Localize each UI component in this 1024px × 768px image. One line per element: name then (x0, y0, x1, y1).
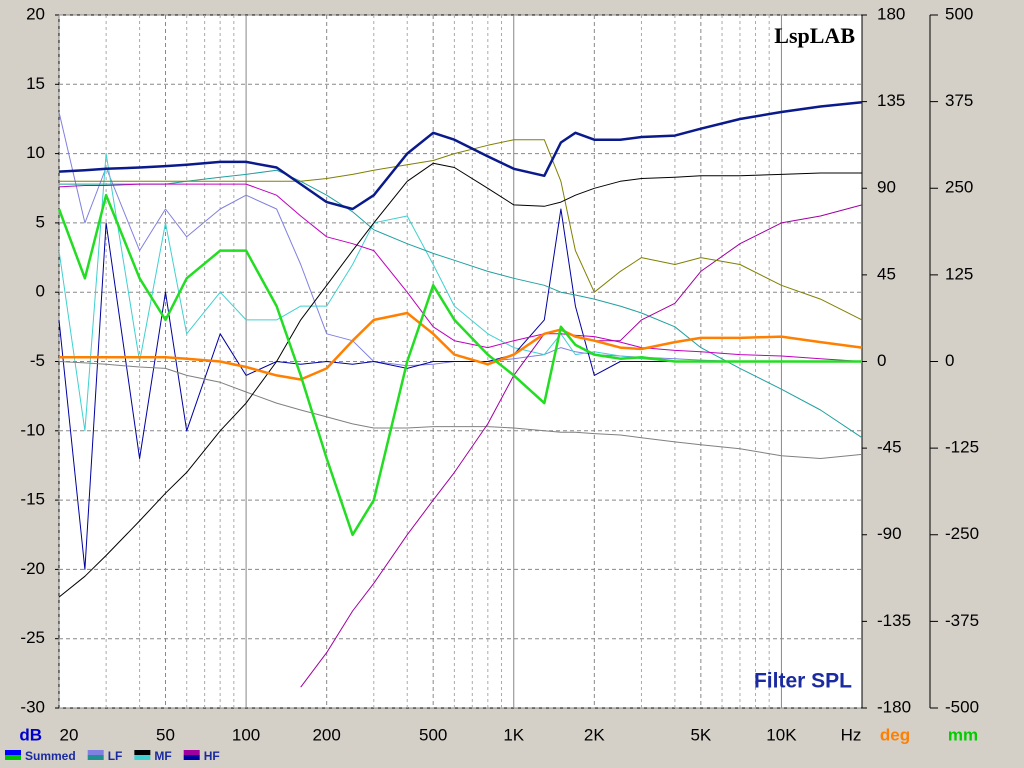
y-tick-label: -5 (30, 351, 45, 370)
y3-tick-label: 375 (945, 91, 973, 110)
legend-swatch (183, 755, 200, 760)
x-tick-label: 2K (584, 725, 605, 744)
legend-label: MF (154, 749, 171, 763)
legend-label: Summed (25, 749, 76, 763)
series-line (58, 101, 863, 211)
x-tick-label: 200 (312, 725, 340, 744)
series-line (57, 193, 862, 537)
y2-tick-label: -90 (877, 524, 902, 543)
series-line (58, 111, 862, 367)
y2-tick-label: 180 (877, 4, 905, 23)
y3-tick-label: 250 (945, 178, 973, 197)
y3-tick-label: 500 (945, 4, 973, 23)
x-tick-label: 1K (503, 725, 524, 744)
y3-tick-label: -500 (945, 697, 979, 716)
y-tick-label: 10 (26, 143, 45, 162)
x-tick-label: 20 (60, 725, 79, 744)
series-line (59, 139, 863, 321)
x-tick-label: 500 (419, 725, 447, 744)
y2-tick-label: -45 (877, 438, 902, 457)
y-tick-label: 5 (36, 212, 45, 231)
x-tick-label: 100 (232, 725, 260, 744)
y3-tick-label: -375 (945, 611, 979, 630)
y-tick-label: 20 (26, 4, 45, 23)
series-line (58, 162, 862, 598)
legend-swatch (5, 750, 21, 755)
y2-tick-label: -135 (877, 611, 911, 630)
y2-tick-label: 0 (877, 351, 886, 370)
legend-swatch (87, 755, 104, 760)
x-tick-label: 10K (766, 725, 797, 744)
legend-swatch (183, 750, 200, 755)
legend-swatch (134, 750, 151, 755)
y3-tick-label: -250 (945, 524, 979, 543)
y-tick-label: -25 (20, 628, 45, 647)
legend-swatch (87, 750, 104, 755)
lines (57, 101, 863, 688)
y-tick-label: -20 (20, 559, 45, 578)
y2-label: deg (880, 725, 910, 744)
labels: -30 -25 -20 -15 -10 -5 0 5 10 15 20 -180 -135 -90 -45 0… (20, 4, 979, 744)
y3-tick-label: 125 (945, 264, 973, 283)
chart-title: Filter SPL (754, 670, 852, 693)
legend-swatch (134, 755, 151, 760)
y3-tick-label: -125 (945, 438, 979, 457)
legend-label: LF (108, 749, 123, 763)
series-line (59, 311, 863, 381)
x-tick-label: 5K (690, 725, 711, 744)
series-line (58, 183, 863, 362)
y-tick-label: -10 (20, 420, 45, 439)
legend-swatch (5, 755, 21, 760)
y-tick-label: 15 (26, 74, 45, 93)
series-line (58, 361, 863, 459)
grid (55, 14, 938, 709)
y2-tick-label: 45 (877, 264, 896, 283)
y-label: dB (19, 725, 42, 744)
legend-label: HF (204, 749, 220, 763)
y2-tick-label: -180 (877, 697, 911, 716)
y-tick-label: -15 (20, 490, 45, 509)
watermark: LspLAB (774, 23, 855, 48)
y-tick-label: -30 (20, 697, 45, 716)
y2-tick-label: 90 (877, 178, 896, 197)
y2-tick-label: 135 (877, 91, 905, 110)
legend: Summed LF MF HF (5, 749, 220, 763)
y3-tick-label: 0 (945, 351, 954, 370)
x-tick-label: 50 (156, 725, 175, 744)
y3-label: mm (948, 725, 978, 744)
y-tick-label: 0 (36, 282, 45, 301)
x-label: Hz (841, 725, 862, 744)
